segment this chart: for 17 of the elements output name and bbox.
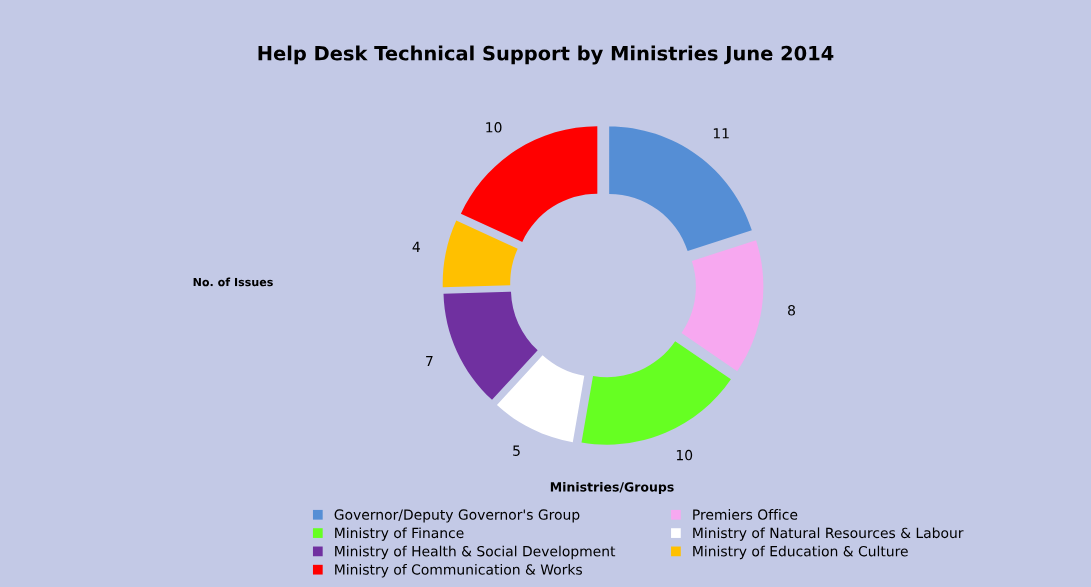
legend-label: Ministry of Finance	[335, 527, 464, 541]
legend-label: Governor/Deputy Governor's Group	[334, 509, 580, 523]
data-label: 7	[426, 355, 433, 367]
data-label: 10	[676, 449, 693, 461]
legend-label: Premiers Office	[693, 509, 798, 520]
text: No. of Issues	[193, 277, 273, 287]
data-label: 8	[788, 304, 795, 316]
legend-label: Ministry of Communication & Works	[335, 563, 582, 578]
data-label: 4	[412, 241, 420, 252]
data-label: 5	[513, 445, 520, 456]
legend-label: Ministry of Health & Social Development	[335, 545, 616, 560]
text: Ministries/Groups	[550, 481, 674, 495]
legend-label: Ministry of Natural Resources & Labour	[693, 527, 964, 541]
chart-title: Help Desk Technical Support by Ministries June 2014	[258, 45, 834, 65]
data-label: 11	[713, 128, 729, 139]
data-label: 10	[486, 122, 502, 133]
legend-label: Ministry of Education & Culture	[693, 545, 908, 560]
